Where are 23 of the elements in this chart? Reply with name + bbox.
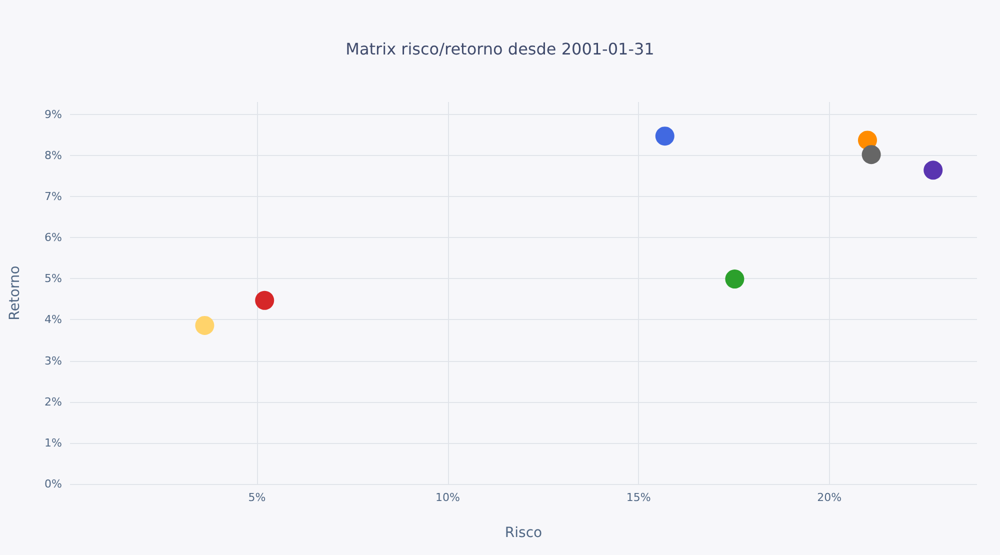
chart-title: Matrix risco/retorno desde 2001-01-31 bbox=[346, 40, 654, 58]
y-tick-label: 1% bbox=[44, 436, 62, 450]
point bbox=[924, 160, 943, 180]
y-tick-label: 3% bbox=[44, 354, 62, 368]
y-tick-label: 5% bbox=[44, 272, 62, 286]
x-tick-label: 15% bbox=[626, 491, 651, 504]
point bbox=[195, 316, 214, 335]
y-tick-label: 8% bbox=[44, 148, 62, 162]
point bbox=[255, 290, 274, 310]
point bbox=[725, 270, 744, 289]
x-axis-title: Risco bbox=[504, 525, 542, 541]
y-tick-label: 7% bbox=[44, 190, 62, 203]
y-tick-label: 0% bbox=[44, 478, 62, 490]
x-tick-label: 20% bbox=[817, 491, 842, 504]
x-tick-label: 10% bbox=[436, 491, 460, 504]
x-tick-label: 5% bbox=[248, 491, 266, 504]
y-axis-title: Retorno bbox=[7, 266, 23, 320]
point bbox=[655, 126, 674, 146]
point bbox=[862, 145, 881, 164]
y-tick-label: 4% bbox=[44, 313, 62, 326]
y-tick-label: 2% bbox=[44, 395, 62, 408]
y-tick-label: 6% bbox=[44, 231, 62, 244]
y-tick-label: 9% bbox=[44, 108, 62, 121]
